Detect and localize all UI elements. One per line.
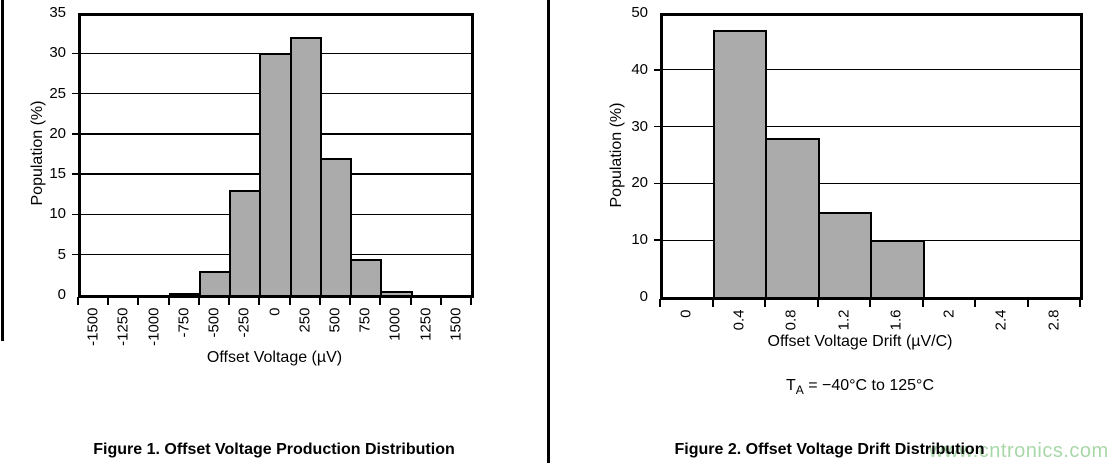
x-axis-tick [197,297,200,305]
figure2-y-axis-label: Population (%) [608,102,625,208]
x-tick-label: 0 [677,309,695,318]
y-tick-label: 10 [631,231,648,249]
y-tick-label: 20 [631,174,648,192]
x-tick-label: -500 [205,307,223,338]
y-tick-label: 50 [631,4,648,21]
y-tick-label: 15 [49,165,66,183]
y-axis-tick [654,182,660,185]
plot-frame [78,13,474,298]
x-axis-tick [167,297,170,305]
y-tick-label: 25 [49,84,66,102]
y-tick-label: 10 [49,205,66,223]
y-tick-label: 0 [639,288,648,305]
x-axis-tick [764,299,766,307]
figure2-x-axis-label: Offset Voltage Drift (µV/C) [767,333,953,350]
y-axis-tick [72,253,78,256]
y-tick-label: 0 [57,286,66,303]
x-axis-tick [77,297,79,305]
histogram-bar [319,158,353,297]
panel-divider [547,0,550,463]
x-axis-tick [659,299,661,307]
figure2-caption: Figure 2. Offset Voltage Drift Distribut… [674,441,985,458]
gridline [660,69,1080,71]
x-axis-tick [318,297,321,305]
figure1-caption: Figure 1. Offset Voltage Production Dist… [93,441,455,458]
x-axis-tick [349,297,352,305]
x-tick-label: -1250 [114,307,132,346]
x-axis-tick [379,297,382,305]
temperature-annotation-subscript: A [795,383,804,398]
x-axis-tick [869,299,871,307]
x-tick-label: -1000 [145,307,163,346]
histogram-bar [350,258,383,297]
x-tick-label: 1500 [447,307,465,341]
y-tick-label: 20 [49,124,66,142]
x-tick-label: 2.4 [992,309,1010,330]
temperature-annotation: TA = −40°C to 125°C [650,377,1070,397]
x-tick-label: 500 [326,307,344,333]
y-axis-tick [654,239,660,241]
y-axis-tick [72,52,78,55]
x-tick-label: -250 [235,307,253,338]
x-tick-label: 1250 [417,307,435,341]
x-axis-tick [137,297,140,305]
x-tick-label: 250 [296,307,314,333]
x-tick-label: -750 [175,307,193,338]
y-tick-label: 35 [49,4,66,21]
y-tick-label: 30 [631,117,648,135]
x-axis-tick [1026,299,1029,307]
plot-frame [660,13,1083,300]
figure1-x-axis-label: Offset Voltage (µV) [206,349,343,366]
y-tick-label: 5 [57,245,66,263]
x-tick-label: 2.8 [1045,309,1063,330]
y-axis-tick [72,213,78,216]
temperature-annotation-symbol: T [785,377,796,394]
y-tick-label: 40 [631,60,648,78]
x-tick-label: 750 [356,307,374,333]
x-axis-tick [107,297,110,305]
x-axis-tick [228,297,231,305]
x-tick-label: 0.8 [782,309,800,330]
x-axis-tick [921,299,924,307]
temperature-annotation-text: = −40°C to 125°C [803,377,934,394]
x-axis-tick [1079,299,1081,307]
x-axis-tick [470,297,472,305]
y-axis-tick [72,133,78,135]
x-tick-label: 1.2 [835,309,853,330]
x-axis-tick [409,297,412,305]
gridline [660,182,1080,185]
y-axis-tick [72,92,78,95]
x-axis-tick [439,297,442,305]
gridline [660,125,1080,128]
y-tick-label: 30 [49,44,66,62]
histogram-bar [817,211,872,299]
page-border-left [1,0,4,341]
site-watermark: www.cntronics.com [929,440,1109,462]
y-axis-tick [72,173,78,175]
y-axis-tick [654,125,660,128]
histogram-bar [289,37,322,297]
x-tick-label: 2 [940,309,958,318]
y-axis-tick [654,69,660,71]
x-axis-tick [974,299,976,307]
x-tick-label: -1500 [84,307,102,346]
x-axis-tick [711,299,714,307]
x-axis-tick [258,297,261,305]
x-axis-tick [816,299,819,307]
x-tick-label: 1000 [386,307,404,341]
x-tick-label: 0 [266,307,283,316]
x-axis-tick [288,297,291,305]
histogram-bar [870,240,925,299]
figure1-y-axis-label: Population (%) [29,100,46,206]
x-tick-label: 0.4 [730,309,748,330]
x-tick-label: 1.6 [887,309,905,330]
gridline [78,52,471,54]
